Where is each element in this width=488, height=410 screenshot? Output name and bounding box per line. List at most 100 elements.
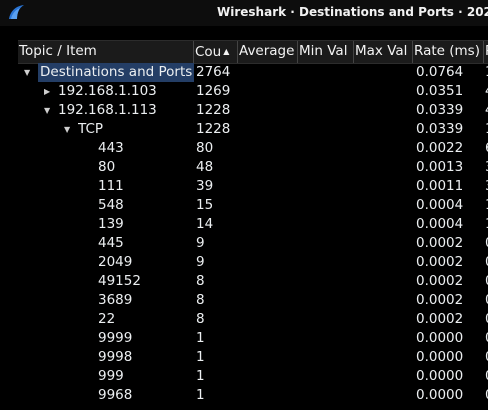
tree-item-label: 443 — [98, 140, 124, 156]
count-cell: 48 — [196, 159, 214, 175]
count-cell: 15 — [196, 197, 214, 213]
tree-item-label: 999 — [98, 368, 124, 384]
column-header-min-val[interactable]: Min Val — [298, 41, 354, 63]
percent-cell: 1 — [485, 63, 488, 82]
tree-row[interactable]: 443 80 0.0022 6 — [18, 139, 488, 158]
expand-arrow-icon[interactable]: ▶ — [44, 87, 51, 96]
count-cell: 14 — [196, 216, 214, 232]
column-header-max-val[interactable]: Max Val — [354, 41, 413, 63]
tree-row[interactable]: 3689 8 0.0002 0 — [18, 291, 488, 310]
tree-row[interactable]: 22 8 0.0002 0 — [18, 310, 488, 329]
count-cell: 1 — [196, 330, 205, 346]
tree-item-label: Destinations and Ports — [38, 63, 195, 82]
column-header-percent[interactable]: P — [484, 41, 488, 63]
tree-row[interactable]: 9968 1 0.0000 0 — [18, 386, 488, 405]
percent-cell: 3 — [485, 177, 488, 196]
tree-row[interactable]: 139 14 0.0004 1 — [18, 215, 488, 234]
window-title: Wireshark · Destinations and Ports · 202… — [217, 5, 488, 19]
tree-item-label: 2049 — [98, 254, 133, 270]
percent-cell: 0 — [485, 348, 488, 367]
rate-cell: 0.0004 — [416, 197, 464, 213]
count-cell: 8 — [196, 273, 205, 289]
rate-cell: 0.0004 — [416, 216, 464, 232]
rate-cell: 0.0764 — [416, 64, 464, 80]
percent-cell: 1 — [485, 196, 488, 215]
tree-item-label: 80 — [98, 159, 116, 175]
count-cell: 8 — [196, 311, 205, 327]
tree-row[interactable]: 999 1 0.0000 0 — [18, 367, 488, 386]
percent-cell: 4 — [485, 101, 488, 120]
tree-row[interactable]: 2049 9 0.0002 0 — [18, 253, 488, 272]
rate-cell: 0.0000 — [416, 349, 464, 365]
percent-cell: 0 — [485, 272, 488, 291]
count-cell: 2764 — [196, 64, 231, 80]
title-bar: Wireshark · Destinations and Ports · 202… — [0, 0, 488, 26]
column-header-label: Rate (ms) — [414, 43, 480, 59]
count-cell: 1269 — [196, 83, 231, 99]
collapse-arrow-icon[interactable]: ▼ — [64, 125, 71, 134]
tree-row[interactable]: 445 9 0.0002 0 — [18, 234, 488, 253]
percent-cell: 0 — [485, 367, 488, 386]
count-cell: 39 — [196, 178, 214, 194]
column-header-average[interactable]: Average — [238, 41, 298, 63]
tree-item-label: 9968 — [98, 387, 133, 403]
rate-cell: 0.0002 — [416, 311, 464, 327]
tree-item-label: 22 — [98, 311, 116, 327]
count-cell: 8 — [196, 292, 205, 308]
column-header-label: Max Val — [355, 43, 408, 59]
count-cell: 1228 — [196, 121, 231, 137]
tree-item-label: 9998 — [98, 349, 133, 365]
tree-item-label: 139 — [98, 216, 124, 232]
tree-item-label: TCP — [78, 121, 104, 137]
percent-cell: 1 — [485, 120, 488, 139]
percent-cell: 0 — [485, 253, 488, 272]
column-header-count[interactable]: Cou ▲ — [194, 41, 238, 63]
tree-row[interactable]: 49152 8 0.0002 0 — [18, 272, 488, 291]
tree-item-label: 49152 — [98, 273, 141, 289]
rate-cell: 0.0022 — [416, 140, 464, 156]
tree-item-label: 192.168.1.113 — [58, 102, 157, 118]
percent-cell: 0 — [485, 310, 488, 329]
rate-cell: 0.0000 — [416, 368, 464, 384]
tree-row[interactable]: 9998 1 0.0000 0 — [18, 348, 488, 367]
tree-row[interactable]: 9999 1 0.0000 0 — [18, 329, 488, 348]
collapse-arrow-icon[interactable]: ▼ — [44, 106, 51, 115]
count-cell: 1 — [196, 349, 205, 365]
tree-item-label: 548 — [98, 197, 124, 213]
tree-row[interactable]: 111 39 0.0011 3 — [18, 177, 488, 196]
rate-cell: 0.0011 — [416, 178, 464, 194]
tree-row[interactable]: 548 15 0.0004 1 — [18, 196, 488, 215]
rate-cell: 0.0002 — [416, 273, 464, 289]
count-cell: 1 — [196, 387, 205, 403]
sort-ascending-icon: ▲ — [223, 47, 230, 56]
tree-item-label: 192.168.1.103 — [58, 83, 157, 99]
percent-cell: 6 — [485, 139, 488, 158]
column-header-rate[interactable]: Rate (ms) — [413, 41, 484, 63]
count-cell: 9 — [196, 235, 205, 251]
count-cell: 80 — [196, 140, 214, 156]
tree-row[interactable]: ▼ 192.168.1.113 1228 0.0339 4 — [18, 101, 488, 120]
column-header-label: Topic / Item — [19, 43, 97, 59]
tree-row[interactable]: 80 48 0.0013 3 — [18, 158, 488, 177]
collapse-arrow-icon[interactable]: ▼ — [24, 68, 31, 77]
percent-cell: 1 — [485, 215, 488, 234]
tree-item-label: 111 — [98, 178, 124, 194]
percent-cell: 0 — [485, 386, 488, 405]
tree-row[interactable]: ▶ 192.168.1.103 1269 0.0351 4 — [18, 82, 488, 101]
rate-cell: 0.0339 — [416, 102, 464, 118]
column-header-label: Min Val — [299, 43, 348, 59]
percent-cell: 0 — [485, 329, 488, 348]
rate-cell: 0.0002 — [416, 235, 464, 251]
tree-row[interactable]: ▼ TCP 1228 0.0339 1 — [18, 120, 488, 139]
count-cell: 1 — [196, 368, 205, 384]
rate-cell: 0.0000 — [416, 387, 464, 403]
rate-cell: 0.0351 — [416, 83, 464, 99]
column-header-topic-item[interactable]: Topic / Item — [18, 41, 194, 63]
column-header-row: Topic / Item Cou ▲ Average Min Val Max Va… — [18, 40, 488, 64]
rate-cell: 0.0002 — [416, 292, 464, 308]
tree-item-label: 9999 — [98, 330, 133, 346]
tree-item-label: 3689 — [98, 292, 133, 308]
count-cell: 9 — [196, 254, 205, 270]
